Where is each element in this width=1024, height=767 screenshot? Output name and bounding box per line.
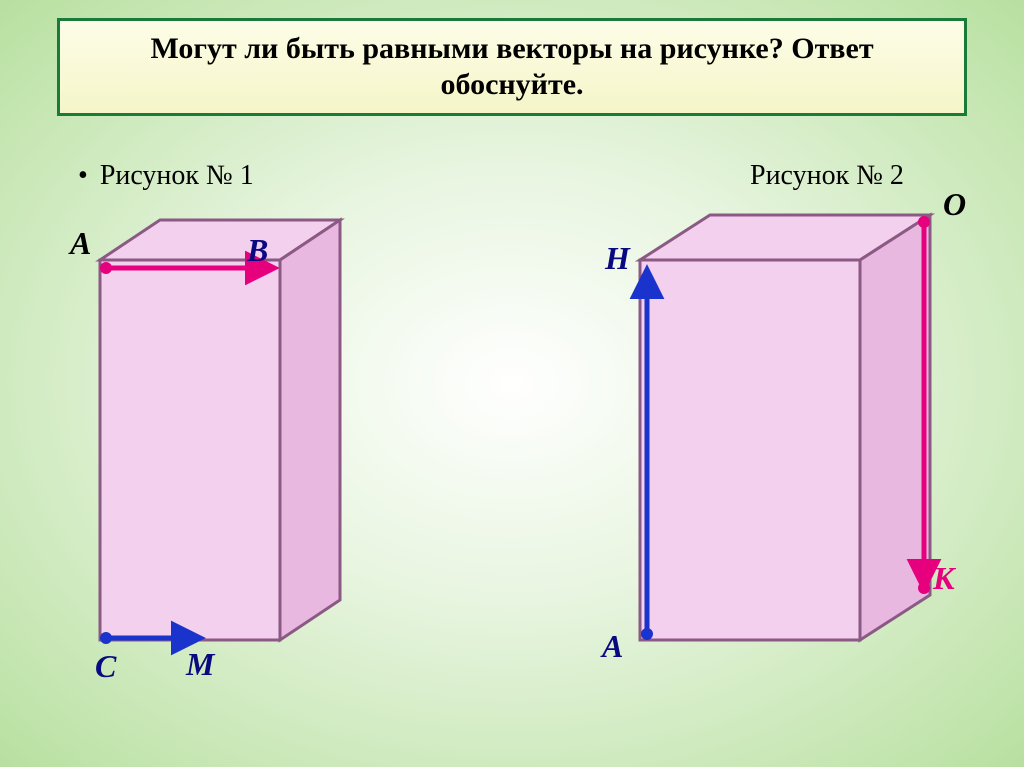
prism-2 (640, 215, 930, 640)
label-a2: A (602, 628, 623, 665)
label-h: H (605, 240, 630, 277)
diagram-layer (0, 0, 1024, 767)
point-c (100, 632, 112, 644)
label-a1: A (70, 225, 91, 262)
label-b: B (247, 232, 268, 269)
point-o (918, 216, 930, 228)
prism-1 (100, 220, 340, 640)
label-k: К (933, 560, 955, 597)
label-m: M (186, 646, 214, 683)
label-c: C (95, 648, 116, 685)
point-k (918, 582, 930, 594)
point-a1 (100, 262, 112, 274)
point-a2 (641, 628, 653, 640)
label-o: O (943, 186, 966, 223)
